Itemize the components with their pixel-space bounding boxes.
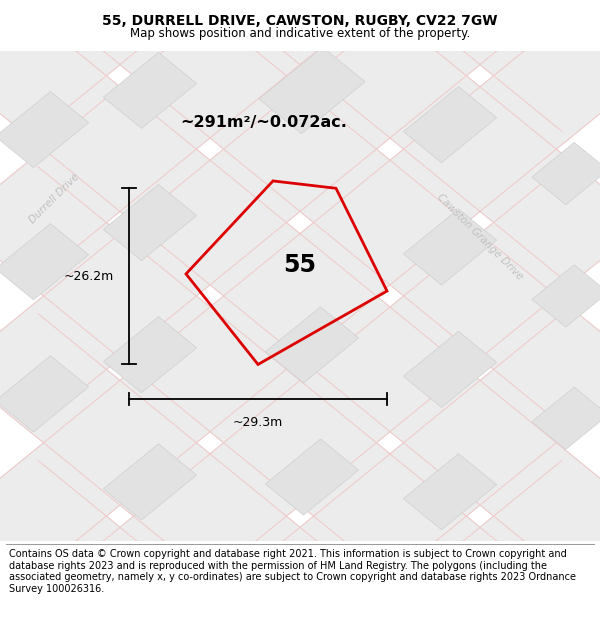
Polygon shape	[403, 209, 497, 285]
Polygon shape	[0, 167, 600, 625]
Polygon shape	[0, 461, 600, 625]
Text: ~26.2m: ~26.2m	[64, 270, 114, 283]
Polygon shape	[103, 444, 197, 520]
Polygon shape	[0, 608, 600, 625]
Polygon shape	[0, 0, 600, 425]
Polygon shape	[0, 0, 600, 278]
Polygon shape	[0, 224, 89, 300]
Text: Durrell Drive: Durrell Drive	[27, 171, 81, 225]
Polygon shape	[0, 91, 89, 168]
Polygon shape	[403, 331, 497, 408]
Polygon shape	[103, 52, 197, 129]
Polygon shape	[0, 461, 600, 625]
Text: ~291m²/~0.072ac.: ~291m²/~0.072ac.	[181, 114, 347, 129]
Text: Cawston Grange Drive: Cawston Grange Drive	[435, 192, 525, 282]
Polygon shape	[265, 439, 359, 515]
Polygon shape	[0, 0, 600, 425]
Polygon shape	[532, 142, 600, 205]
Polygon shape	[532, 387, 600, 449]
Text: ~29.3m: ~29.3m	[233, 416, 283, 429]
Text: Map shows position and indicative extent of the property.: Map shows position and indicative extent…	[130, 27, 470, 40]
Polygon shape	[265, 307, 359, 383]
Polygon shape	[0, 314, 600, 625]
Polygon shape	[0, 167, 600, 625]
Polygon shape	[103, 317, 197, 392]
Polygon shape	[0, 0, 600, 131]
Polygon shape	[103, 184, 197, 261]
Polygon shape	[532, 265, 600, 327]
Text: 55, DURRELL DRIVE, CAWSTON, RUGBY, CV22 7GW: 55, DURRELL DRIVE, CAWSTON, RUGBY, CV22 …	[102, 14, 498, 28]
Polygon shape	[403, 87, 497, 162]
Polygon shape	[0, 0, 600, 131]
Text: 55: 55	[284, 253, 317, 277]
Polygon shape	[0, 0, 600, 278]
Polygon shape	[0, 608, 600, 625]
Polygon shape	[403, 454, 497, 530]
Polygon shape	[0, 20, 600, 572]
Polygon shape	[0, 314, 600, 625]
Polygon shape	[0, 356, 89, 432]
Text: Contains OS data © Crown copyright and database right 2021. This information is : Contains OS data © Crown copyright and d…	[9, 549, 576, 594]
Polygon shape	[259, 47, 365, 134]
Polygon shape	[0, 20, 600, 572]
